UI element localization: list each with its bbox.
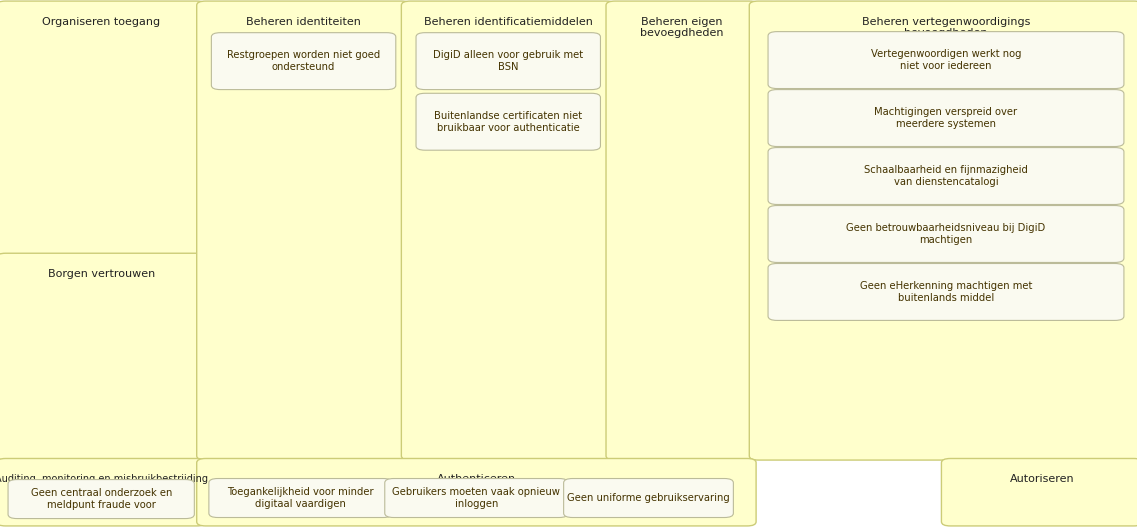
Text: Toegankelijkheid voor minder
digitaal vaardigen: Toegankelijkheid voor minder digitaal va… [227, 487, 374, 509]
FancyBboxPatch shape [197, 458, 756, 526]
FancyBboxPatch shape [0, 253, 206, 460]
FancyBboxPatch shape [769, 90, 1124, 147]
Text: Buitenlandse certificaten niet
bruikbaar voor authenticatie: Buitenlandse certificaten niet bruikbaar… [434, 111, 582, 132]
Text: Schaalbaarheid en fijnmazigheid
van dienstencatalogi: Schaalbaarheid en fijnmazigheid van dien… [864, 165, 1028, 187]
FancyBboxPatch shape [769, 264, 1124, 320]
Text: Geen centraal onderzoek en
meldpunt fraude voor: Geen centraal onderzoek en meldpunt frau… [31, 489, 172, 510]
Text: Geen betrouwbaarheidsniveau bij DigiD
machtigen: Geen betrouwbaarheidsniveau bij DigiD ma… [846, 223, 1046, 245]
FancyBboxPatch shape [197, 1, 410, 460]
FancyBboxPatch shape [416, 33, 600, 90]
Text: Authenticeren: Authenticeren [437, 474, 516, 484]
FancyBboxPatch shape [416, 93, 600, 150]
FancyBboxPatch shape [606, 1, 758, 460]
Text: Beheren identiteiten: Beheren identiteiten [246, 17, 362, 27]
FancyBboxPatch shape [941, 458, 1137, 526]
Text: Organiseren toegang: Organiseren toegang [42, 17, 160, 27]
FancyBboxPatch shape [401, 1, 615, 460]
Text: Borgen vertrouwen: Borgen vertrouwen [48, 269, 155, 279]
Text: DigiD alleen voor gebruik met
BSN: DigiD alleen voor gebruik met BSN [433, 51, 583, 72]
FancyBboxPatch shape [0, 458, 206, 526]
FancyBboxPatch shape [384, 479, 568, 518]
FancyBboxPatch shape [211, 33, 396, 90]
FancyBboxPatch shape [769, 148, 1124, 204]
FancyBboxPatch shape [564, 479, 733, 518]
Text: Auditing, monitoring en misbruikbestrijding: Auditing, monitoring en misbruikbestrijd… [0, 474, 208, 484]
Text: Autoriseren: Autoriseren [1010, 474, 1074, 484]
FancyBboxPatch shape [209, 479, 392, 518]
Text: Geen uniforme gebruikservaring: Geen uniforme gebruikservaring [567, 493, 730, 503]
Text: Machtigingen verspreid over
meerdere systemen: Machtigingen verspreid over meerdere sys… [874, 108, 1018, 129]
FancyBboxPatch shape [749, 1, 1137, 460]
Text: Beheren eigen
bevoegdheden: Beheren eigen bevoegdheden [640, 17, 724, 38]
Text: Beheren identificatiemiddelen: Beheren identificatiemiddelen [424, 17, 592, 27]
FancyBboxPatch shape [769, 32, 1124, 89]
FancyBboxPatch shape [0, 1, 206, 256]
Text: Gebruikers moeten vaak opnieuw
inloggen: Gebruikers moeten vaak opnieuw inloggen [392, 487, 561, 509]
FancyBboxPatch shape [769, 206, 1124, 262]
Text: Beheren vertegenwoordigings
bevoegdheden: Beheren vertegenwoordigings bevoegdheden [862, 17, 1030, 38]
FancyBboxPatch shape [8, 480, 194, 519]
Text: Geen eHerkenning machtigen met
buitenlands middel: Geen eHerkenning machtigen met buitenlan… [860, 281, 1032, 302]
Text: Vertegenwoordigen werkt nog
niet voor iedereen: Vertegenwoordigen werkt nog niet voor ie… [871, 50, 1021, 71]
Text: Restgroepen worden niet goed
ondersteund: Restgroepen worden niet goed ondersteund [227, 51, 380, 72]
